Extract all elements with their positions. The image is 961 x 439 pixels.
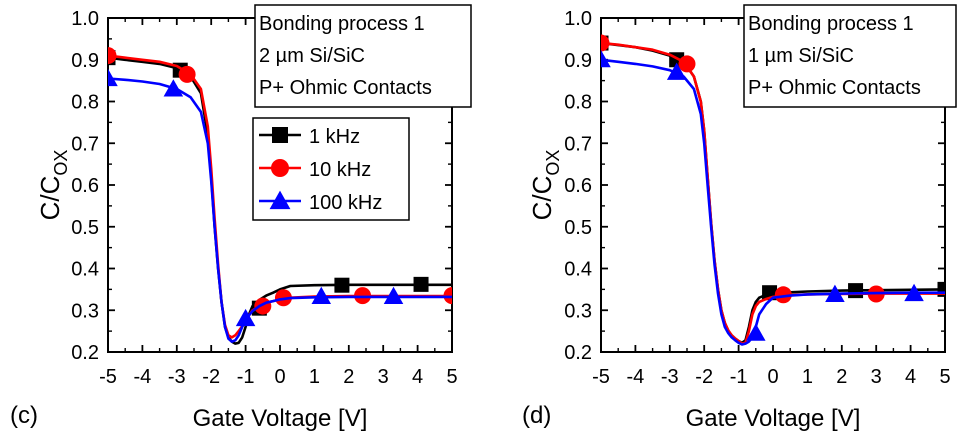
legend-label: 100 kHz — [309, 192, 382, 214]
x-tick-label: 5 — [939, 366, 950, 388]
annotation-line: Bonding process 1 — [259, 13, 425, 35]
x-tick-label: -1 — [237, 366, 255, 388]
data-point-100-khz — [825, 284, 845, 302]
y-tick-label: 0.6 — [564, 175, 592, 197]
y-axis-label-sub: OX — [51, 150, 71, 176]
y-tick-label: 1.0 — [564, 8, 592, 30]
legend-label: 1 kHz — [309, 126, 360, 148]
x-tick-label: 1 — [802, 366, 813, 388]
y-tick-label: 0.5 — [71, 217, 99, 239]
data-point-1-khz — [848, 283, 864, 299]
x-tick-label: 2 — [343, 366, 354, 388]
x-tick-label: 3 — [378, 366, 389, 388]
x-tick-label: -4 — [627, 366, 645, 388]
x-tick-label: -2 — [695, 366, 713, 388]
x-tick-label: 0 — [274, 366, 285, 388]
data-point-10-khz — [774, 286, 792, 304]
data-point-100-khz — [235, 308, 256, 327]
y-tick-label: 0.4 — [564, 259, 592, 281]
data-point-10-khz — [178, 65, 196, 83]
data-point-10-khz — [254, 297, 272, 315]
legend: 1 kHz 10 kHz 100 kHz — [252, 117, 410, 221]
data-point-100-khz — [666, 62, 687, 80]
y-tick-label: 0.7 — [564, 133, 592, 155]
legend-marker-10-khz — [271, 159, 289, 177]
annotation-box: Bonding process 1 1 µm Si/SiC P+ Ohmic Con… — [743, 4, 957, 108]
panel-label: (d) — [522, 402, 551, 429]
x-tick-label: 0 — [767, 366, 778, 388]
annotation-line: 2 µm Si/SiC — [259, 45, 365, 67]
y-tick-label: 0.6 — [71, 175, 99, 197]
annotation-frame — [743, 4, 957, 108]
x-tick-label: 4 — [905, 366, 916, 388]
series-line-100-khz — [108, 77, 452, 343]
x-tick-label: 5 — [446, 366, 457, 388]
annotation-frame — [254, 4, 472, 108]
chart-panel-d: -5 -4 -3 -2 -1 0 1 2 3 4 5 0.2 0.3 0.4 0.5 0.6 0.7 0.8 0.9… — [522, 4, 957, 432]
legend-marker-100-khz — [269, 190, 291, 210]
x-axis-label: Gate Voltage [V] — [193, 405, 368, 432]
y-axis-label: C/COX — [35, 150, 71, 221]
legend-marker-1-khz — [272, 127, 288, 143]
y-axis-label-main: C/C — [527, 176, 557, 221]
x-tick-label: -3 — [661, 366, 679, 388]
panel-label: (c) — [10, 402, 38, 429]
data-point-100-khz — [163, 79, 184, 97]
data-point-100-khz — [383, 286, 404, 305]
y-tick-label: 0.3 — [564, 300, 592, 322]
data-point-100-khz — [601, 49, 611, 68]
data-layer — [601, 34, 945, 346]
y-axis-label: C/COX — [527, 150, 563, 221]
annotation-line: P+ Ohmic Contacts — [748, 77, 921, 99]
y-tick-label: 0.3 — [71, 300, 99, 322]
x-tick-label: 4 — [412, 366, 423, 388]
y-tick-label: 0.4 — [71, 259, 99, 281]
y-axis-label-sub: OX — [543, 150, 563, 176]
data-point-10-khz — [678, 55, 696, 73]
y-tick-label: 0.2 — [564, 342, 592, 364]
data-point-10-khz — [108, 47, 117, 65]
data-point-100-khz — [311, 286, 332, 305]
x-tick-label: -3 — [168, 366, 186, 388]
x-tick-label: -4 — [134, 366, 152, 388]
y-tick-label: 1.0 — [71, 8, 99, 30]
data-point-1-khz — [937, 281, 945, 297]
x-tick-label: -5 — [592, 366, 610, 388]
data-point-100-khz — [746, 323, 766, 341]
annotation-box: Bonding process 1 2 µm Si/SiC P+ Ohmic Con… — [254, 4, 472, 108]
y-tick-label: 0.2 — [71, 342, 99, 364]
x-axis-label: Gate Voltage [V] — [686, 405, 861, 432]
annotation-line: P+ Ohmic Contacts — [259, 77, 432, 99]
y-tick-label: 0.7 — [71, 133, 99, 155]
y-tick-label: 0.8 — [564, 92, 592, 114]
y-tick-label: 0.5 — [564, 217, 592, 239]
y-tick-label: 0.9 — [564, 50, 592, 72]
data-layer — [108, 47, 452, 345]
y-tick-label: 0.9 — [71, 50, 99, 72]
y-axis-label-main: C/C — [35, 176, 65, 221]
x-tick-label: 2 — [836, 366, 847, 388]
data-point-100-khz — [904, 283, 924, 302]
x-tick-label: 3 — [871, 366, 882, 388]
series-line-100-khz — [601, 58, 945, 346]
data-point-100-khz — [108, 68, 118, 87]
x-tick-label: -2 — [202, 366, 220, 388]
annotation-line: 1 µm Si/SiC — [748, 45, 854, 67]
x-tick-label: -1 — [730, 366, 748, 388]
annotation-line: Bonding process 1 — [748, 13, 914, 35]
chart-panel-c: -5 -4 -3 -2 -1 0 1 2 3 4 5 0.2 0.3 0.4 0.5 0.6 0.7 0.8 0.9… — [10, 4, 472, 432]
data-point-1-khz — [413, 276, 429, 292]
x-tick-label: 1 — [309, 366, 320, 388]
data-point-10-khz — [601, 34, 610, 52]
legend-label: 10 kHz — [309, 159, 371, 181]
x-tick-label: -5 — [99, 366, 117, 388]
data-point-1-khz — [334, 277, 350, 293]
y-tick-label: 0.8 — [71, 92, 99, 114]
